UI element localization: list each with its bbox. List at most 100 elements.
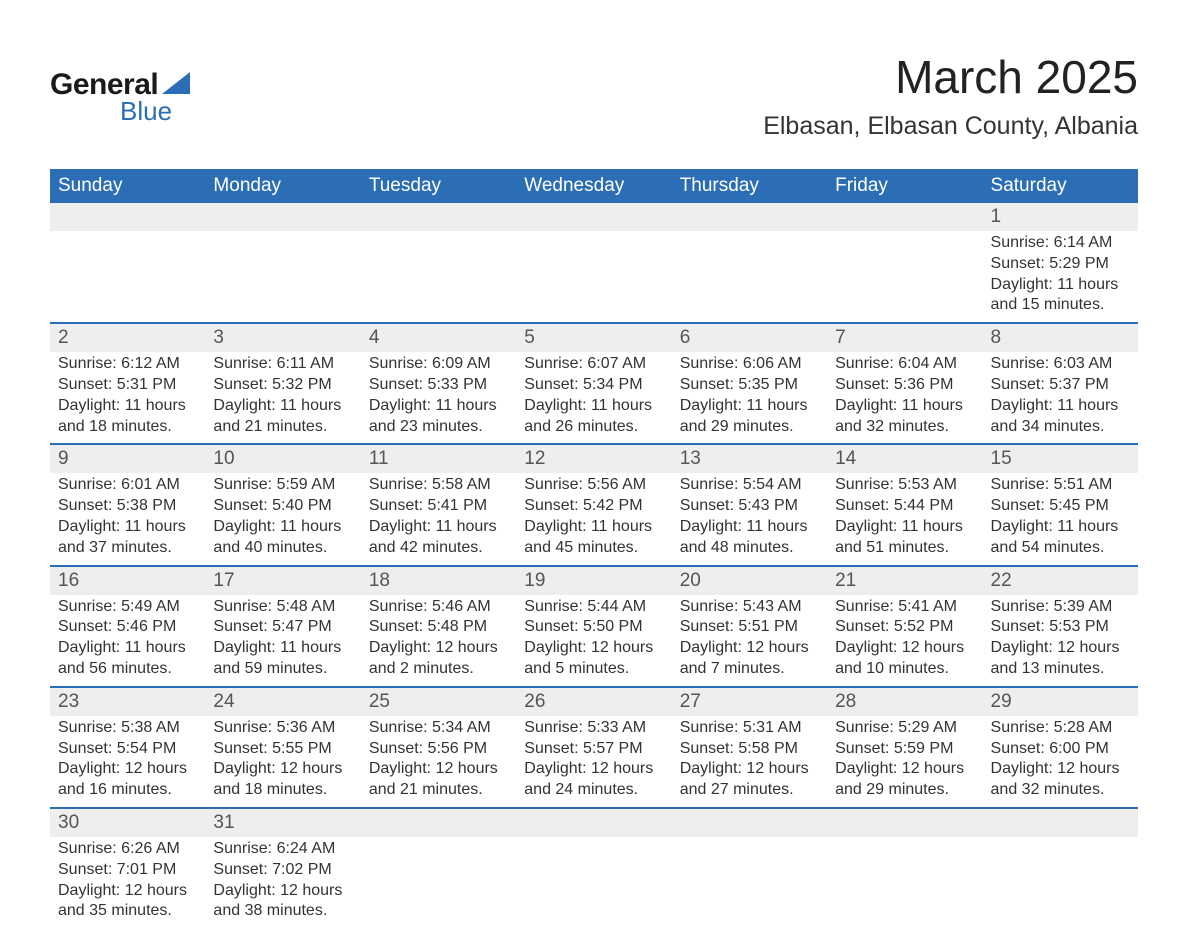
sunset-line: Sunset: 5:57 PM (524, 739, 663, 760)
day-detail-cell: Sunrise: 5:33 AMSunset: 5:57 PMDaylight:… (516, 716, 671, 808)
daylight-line: Daylight: 11 hours and 40 minutes. (213, 517, 352, 559)
daylight-line: Daylight: 12 hours and 29 minutes. (835, 759, 974, 801)
sunset-line: Sunset: 5:58 PM (680, 739, 819, 760)
weekday-header: Thursday (672, 169, 827, 203)
location-subtitle: Elbasan, Elbasan County, Albania (763, 112, 1138, 141)
day-number-cell (50, 203, 205, 231)
daylight-line: Daylight: 11 hours and 56 minutes. (58, 638, 197, 680)
day-detail-cell: Sunrise: 5:54 AMSunset: 5:43 PMDaylight:… (672, 473, 827, 565)
sunset-line: Sunset: 5:56 PM (369, 739, 508, 760)
day-detail-cell: Sunrise: 5:48 AMSunset: 5:47 PMDaylight:… (205, 595, 360, 687)
day-detail-cell (672, 837, 827, 928)
day-number-cell: 20 (672, 566, 827, 595)
day-number-row: 1 (50, 203, 1138, 231)
day-detail-cell: Sunrise: 5:36 AMSunset: 5:55 PMDaylight:… (205, 716, 360, 808)
sunrise-line: Sunrise: 5:58 AM (369, 475, 508, 496)
day-detail-row: Sunrise: 6:12 AMSunset: 5:31 PMDaylight:… (50, 352, 1138, 444)
day-number-row: 3031 (50, 808, 1138, 837)
daylight-line: Daylight: 11 hours and 48 minutes. (680, 517, 819, 559)
day-detail-row: Sunrise: 6:14 AMSunset: 5:29 PMDaylight:… (50, 231, 1138, 323)
day-detail-cell: Sunrise: 5:59 AMSunset: 5:40 PMDaylight:… (205, 473, 360, 565)
day-number-cell: 15 (983, 444, 1138, 473)
sunset-line: Sunset: 5:59 PM (835, 739, 974, 760)
sunrise-line: Sunrise: 6:26 AM (58, 839, 197, 860)
sunrise-line: Sunrise: 6:03 AM (991, 354, 1130, 375)
weekday-header-row: Sunday Monday Tuesday Wednesday Thursday… (50, 169, 1138, 203)
day-detail-cell: Sunrise: 6:03 AMSunset: 5:37 PMDaylight:… (983, 352, 1138, 444)
day-detail-cell (827, 837, 982, 928)
day-number-row: 23242526272829 (50, 687, 1138, 716)
day-detail-cell: Sunrise: 6:01 AMSunset: 5:38 PMDaylight:… (50, 473, 205, 565)
day-number-cell: 22 (983, 566, 1138, 595)
daylight-line: Daylight: 12 hours and 10 minutes. (835, 638, 974, 680)
day-number-cell: 7 (827, 323, 982, 352)
sunrise-line: Sunrise: 5:41 AM (835, 597, 974, 618)
sunrise-line: Sunrise: 5:44 AM (524, 597, 663, 618)
day-detail-cell (827, 231, 982, 323)
daylight-line: Daylight: 11 hours and 32 minutes. (835, 396, 974, 438)
daylight-line: Daylight: 12 hours and 38 minutes. (213, 881, 352, 923)
day-detail-cell: Sunrise: 5:44 AMSunset: 5:50 PMDaylight:… (516, 595, 671, 687)
sunrise-line: Sunrise: 5:33 AM (524, 718, 663, 739)
day-number-cell: 9 (50, 444, 205, 473)
sunset-line: Sunset: 5:50 PM (524, 617, 663, 638)
sunrise-line: Sunrise: 6:07 AM (524, 354, 663, 375)
daylight-line: Daylight: 11 hours and 45 minutes. (524, 517, 663, 559)
day-number-cell (827, 203, 982, 231)
sunrise-line: Sunrise: 5:29 AM (835, 718, 974, 739)
day-number-cell: 6 (672, 323, 827, 352)
logo: General Blue (50, 50, 190, 127)
sunset-line: Sunset: 5:46 PM (58, 617, 197, 638)
day-detail-cell: Sunrise: 6:04 AMSunset: 5:36 PMDaylight:… (827, 352, 982, 444)
day-detail-cell: Sunrise: 6:12 AMSunset: 5:31 PMDaylight:… (50, 352, 205, 444)
sunset-line: Sunset: 5:42 PM (524, 496, 663, 517)
day-number-cell: 31 (205, 808, 360, 837)
day-detail-row: Sunrise: 5:38 AMSunset: 5:54 PMDaylight:… (50, 716, 1138, 808)
day-number-cell: 11 (361, 444, 516, 473)
sunset-line: Sunset: 5:45 PM (991, 496, 1130, 517)
daylight-line: Daylight: 11 hours and 54 minutes. (991, 517, 1130, 559)
month-title: March 2025 (763, 50, 1138, 104)
day-detail-cell: Sunrise: 5:38 AMSunset: 5:54 PMDaylight:… (50, 716, 205, 808)
day-number-cell (361, 808, 516, 837)
day-number-row: 9101112131415 (50, 444, 1138, 473)
day-detail-cell: Sunrise: 5:49 AMSunset: 5:46 PMDaylight:… (50, 595, 205, 687)
day-detail-cell: Sunrise: 5:28 AMSunset: 6:00 PMDaylight:… (983, 716, 1138, 808)
sunset-line: Sunset: 7:01 PM (58, 860, 197, 881)
day-number-cell: 30 (50, 808, 205, 837)
sunrise-line: Sunrise: 6:12 AM (58, 354, 197, 375)
day-detail-cell (516, 231, 671, 323)
day-number-cell (983, 808, 1138, 837)
weekday-header: Wednesday (516, 169, 671, 203)
day-detail-cell: Sunrise: 5:43 AMSunset: 5:51 PMDaylight:… (672, 595, 827, 687)
sunrise-line: Sunrise: 6:06 AM (680, 354, 819, 375)
sunset-line: Sunset: 5:52 PM (835, 617, 974, 638)
sunset-line: Sunset: 5:35 PM (680, 375, 819, 396)
sunrise-line: Sunrise: 5:54 AM (680, 475, 819, 496)
day-number-cell (672, 808, 827, 837)
day-number-cell: 24 (205, 687, 360, 716)
calendar-table: Sunday Monday Tuesday Wednesday Thursday… (50, 169, 1138, 928)
sunrise-line: Sunrise: 5:34 AM (369, 718, 508, 739)
weekday-header: Sunday (50, 169, 205, 203)
day-detail-cell: Sunrise: 5:58 AMSunset: 5:41 PMDaylight:… (361, 473, 516, 565)
sunrise-line: Sunrise: 6:14 AM (991, 233, 1130, 254)
sunset-line: Sunset: 5:47 PM (213, 617, 352, 638)
day-detail-cell: Sunrise: 5:41 AMSunset: 5:52 PMDaylight:… (827, 595, 982, 687)
sunrise-line: Sunrise: 5:38 AM (58, 718, 197, 739)
daylight-line: Daylight: 11 hours and 59 minutes. (213, 638, 352, 680)
daylight-line: Daylight: 12 hours and 7 minutes. (680, 638, 819, 680)
day-number-cell: 29 (983, 687, 1138, 716)
day-number-cell: 25 (361, 687, 516, 716)
sunrise-line: Sunrise: 5:49 AM (58, 597, 197, 618)
day-detail-cell: Sunrise: 6:14 AMSunset: 5:29 PMDaylight:… (983, 231, 1138, 323)
sunset-line: Sunset: 5:40 PM (213, 496, 352, 517)
daylight-line: Daylight: 12 hours and 16 minutes. (58, 759, 197, 801)
day-number-cell (672, 203, 827, 231)
day-number-cell (516, 808, 671, 837)
sunset-line: Sunset: 6:00 PM (991, 739, 1130, 760)
sunrise-line: Sunrise: 6:24 AM (213, 839, 352, 860)
daylight-line: Daylight: 12 hours and 18 minutes. (213, 759, 352, 801)
weekday-header: Saturday (983, 169, 1138, 203)
sunset-line: Sunset: 5:53 PM (991, 617, 1130, 638)
